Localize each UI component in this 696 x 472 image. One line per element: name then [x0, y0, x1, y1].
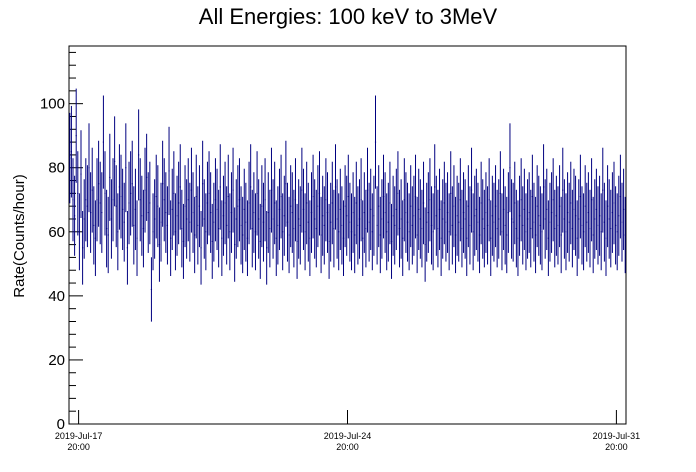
- x-tick-date-label: 2019-Jul-17: [55, 431, 103, 441]
- x-tick-date-label: 2019-Jul-31: [593, 431, 641, 441]
- x-tick-time-label: 20:00: [605, 442, 628, 452]
- x-tick-time-label: 20:00: [67, 442, 90, 452]
- data-series: [69, 88, 626, 322]
- x-axis: 2019-Jul-1720:002019-Jul-2420:002019-Jul…: [55, 410, 640, 452]
- y-tick-label: 0: [57, 416, 65, 433]
- x-tick-time-label: 20:00: [336, 442, 359, 452]
- y-tick-label: 20: [48, 352, 65, 369]
- chart-title: All Energies: 100 keV to 3MeV: [199, 4, 498, 29]
- y-tick-label: 80: [48, 160, 65, 177]
- y-tick-label: 100: [40, 96, 65, 113]
- y-tick-label: 40: [48, 288, 65, 305]
- x-tick-date-label: 2019-Jul-24: [324, 431, 372, 441]
- y-tick-label: 60: [48, 224, 65, 241]
- y-axis-label: Rate(Counts/hour): [11, 174, 28, 297]
